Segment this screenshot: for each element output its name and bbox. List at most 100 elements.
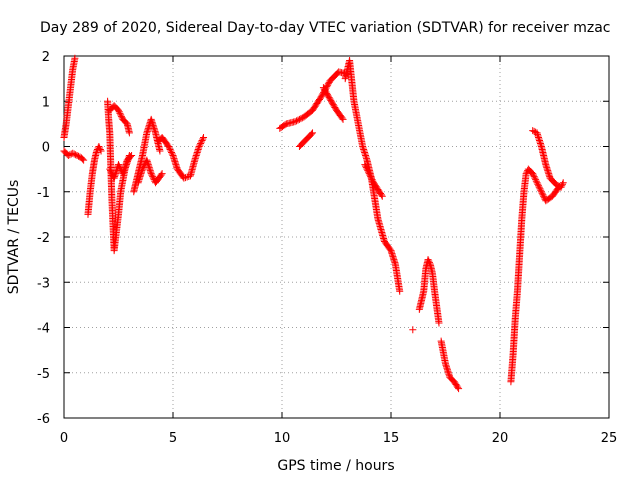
data-point: [96, 144, 104, 152]
data-point: [115, 162, 123, 170]
data-point: [128, 152, 136, 160]
data-point: [538, 189, 546, 197]
data-point: [80, 156, 88, 164]
data-point: [291, 118, 299, 126]
data-point: [199, 135, 207, 143]
axis-ticks: 0 5 10 15 20 25 -6 -5 -4 -3 -2 -1 0 1 2: [37, 50, 617, 446]
data-point: [138, 165, 146, 173]
data-point: [183, 173, 191, 181]
data-point: [197, 139, 205, 147]
data-point: [73, 152, 81, 160]
data-point: [196, 141, 204, 149]
data-point: [157, 171, 165, 179]
data-point: [529, 171, 537, 179]
data-point: [365, 170, 373, 178]
data-point: [530, 127, 538, 135]
data-point: [529, 127, 537, 135]
grid: [64, 56, 609, 418]
data-point: [557, 183, 565, 191]
data-point: [115, 108, 123, 116]
data-point: [369, 177, 377, 185]
data-point: [166, 146, 174, 154]
chart-title: Day 289 of 2020, Sidereal Day-to-day VTE…: [40, 20, 610, 36]
y-tick-label: 2: [42, 50, 50, 65]
y-axis-label: SDTVAR / TECUs: [6, 180, 22, 295]
data-point: [378, 192, 386, 200]
data-point: [537, 186, 545, 194]
data-points: [60, 54, 567, 393]
data-point: [167, 147, 175, 155]
data-point: [107, 167, 115, 175]
data-point: [363, 165, 371, 173]
data-point: [97, 147, 105, 155]
data-point: [115, 106, 122, 114]
y-tick-label: -3: [37, 276, 50, 291]
data-point: [126, 153, 134, 161]
data-point: [149, 174, 157, 182]
data-point: [368, 176, 376, 184]
data-point: [425, 257, 433, 265]
data-point: [522, 170, 530, 178]
data-point: [295, 115, 303, 123]
data-point: [324, 80, 332, 88]
data-point: [139, 164, 147, 172]
data-point: [158, 170, 166, 178]
data-point: [324, 81, 332, 89]
data-point: [338, 114, 346, 122]
data-point: [455, 385, 463, 393]
data-point: [366, 171, 374, 179]
y-tick-label: -2: [37, 231, 50, 246]
data-point: [318, 91, 326, 99]
data-point: [148, 171, 156, 179]
data-point: [535, 183, 543, 191]
y-tick-label: -1: [37, 186, 50, 201]
data-point: [75, 152, 83, 160]
data-point: [96, 146, 104, 154]
data-point: [117, 111, 125, 119]
y-tick-label: 0: [42, 141, 50, 156]
data-point: [115, 161, 122, 169]
data-point: [147, 170, 155, 178]
data-point: [396, 287, 404, 295]
data-point: [367, 174, 375, 182]
data-point: [149, 173, 157, 181]
data-point: [125, 129, 133, 137]
data-point: [69, 149, 77, 157]
data-point: [200, 133, 208, 141]
data-point: [362, 162, 370, 170]
data-point: [409, 326, 417, 334]
x-tick-label: 20: [492, 431, 509, 446]
data-point: [156, 147, 164, 155]
data-point: [339, 115, 347, 123]
data-point: [533, 179, 541, 187]
data-point: [377, 191, 385, 199]
data-point: [529, 170, 537, 178]
data-point: [198, 136, 206, 144]
x-tick-label: 25: [601, 431, 618, 446]
data-point: [559, 179, 567, 187]
data-point: [307, 130, 315, 138]
y-tick-label: 1: [42, 95, 50, 110]
data-point: [317, 93, 325, 101]
data-point: [70, 150, 78, 158]
data-point: [165, 143, 173, 150]
data-point: [558, 180, 566, 188]
data-point: [182, 174, 190, 182]
data-point: [367, 173, 375, 181]
data-point: [294, 116, 302, 124]
data-point: [165, 144, 173, 152]
data-point: [180, 174, 188, 182]
data-point: [197, 138, 205, 146]
data-point: [426, 259, 434, 267]
data-point: [79, 155, 87, 163]
data-point: [168, 150, 176, 158]
data-point: [71, 54, 79, 62]
data-point: [64, 152, 72, 160]
data-point: [95, 143, 103, 150]
data-point: [534, 180, 542, 188]
data-point: [195, 143, 203, 150]
data-point: [364, 167, 372, 175]
x-axis-label: GPS time / hours: [277, 458, 394, 474]
data-point: [558, 182, 566, 190]
